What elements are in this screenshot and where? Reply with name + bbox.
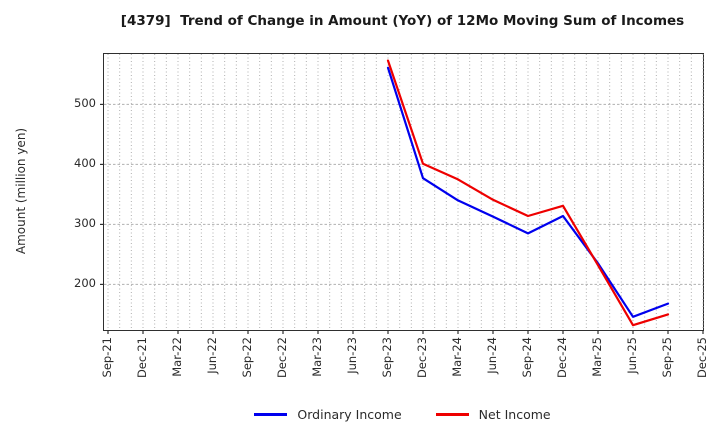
x-tick-label: Mar-24 xyxy=(450,337,464,377)
x-tick-label: Jun-25 xyxy=(625,337,639,374)
plot-area xyxy=(100,53,704,334)
legend-label-net-income: Net Income xyxy=(478,407,551,422)
net-income-line-swatch xyxy=(435,413,469,416)
x-tick-label: Dec-25 xyxy=(695,337,709,379)
x-tick-label: Dec-23 xyxy=(415,337,429,379)
legend-item-ordinary-income: Ordinary Income xyxy=(254,407,402,422)
ordinary-income-line-swatch xyxy=(254,413,288,416)
x-tick-label: Mar-25 xyxy=(590,337,604,377)
series-line-net-income xyxy=(386,59,670,327)
x-tick-label: Mar-23 xyxy=(310,337,324,377)
x-tick-label: Sep-24 xyxy=(520,337,534,378)
y-tick-label: 300 xyxy=(74,216,96,231)
chart-title: [4379] Trend of Change in Amount (YoY) o… xyxy=(120,13,685,29)
series-line-ordinary-income xyxy=(386,66,670,318)
x-tick-label: Dec-24 xyxy=(555,337,569,379)
x-tick-label: Dec-21 xyxy=(135,337,149,379)
tick-marks xyxy=(100,103,704,334)
x-tick-label: Sep-22 xyxy=(240,337,254,378)
x-tick-label: Mar-22 xyxy=(170,337,184,377)
plot-svg xyxy=(100,54,704,334)
legend-label-ordinary-income: Ordinary Income xyxy=(297,407,402,422)
y-tick-label: 500 xyxy=(74,96,96,111)
x-tick-label: Jun-24 xyxy=(485,337,499,374)
x-tick-label: Sep-25 xyxy=(660,337,674,378)
legend: Ordinary Income Net Income xyxy=(103,407,702,422)
x-tick-label: Sep-21 xyxy=(100,337,114,378)
x-tick-label: Jun-23 xyxy=(345,337,359,374)
y-axis-label: Amount (million yen) xyxy=(14,127,28,255)
x-gridlines xyxy=(107,54,704,330)
x-tick-label: Dec-22 xyxy=(275,337,289,379)
y-tick-label: 400 xyxy=(74,156,96,171)
y-tick-label: 200 xyxy=(74,276,96,291)
legend-item-net-income: Net Income xyxy=(435,407,551,422)
x-tick-label: Jun-22 xyxy=(205,337,219,374)
y-gridlines xyxy=(104,103,703,285)
x-tick-label: Sep-23 xyxy=(380,337,394,378)
